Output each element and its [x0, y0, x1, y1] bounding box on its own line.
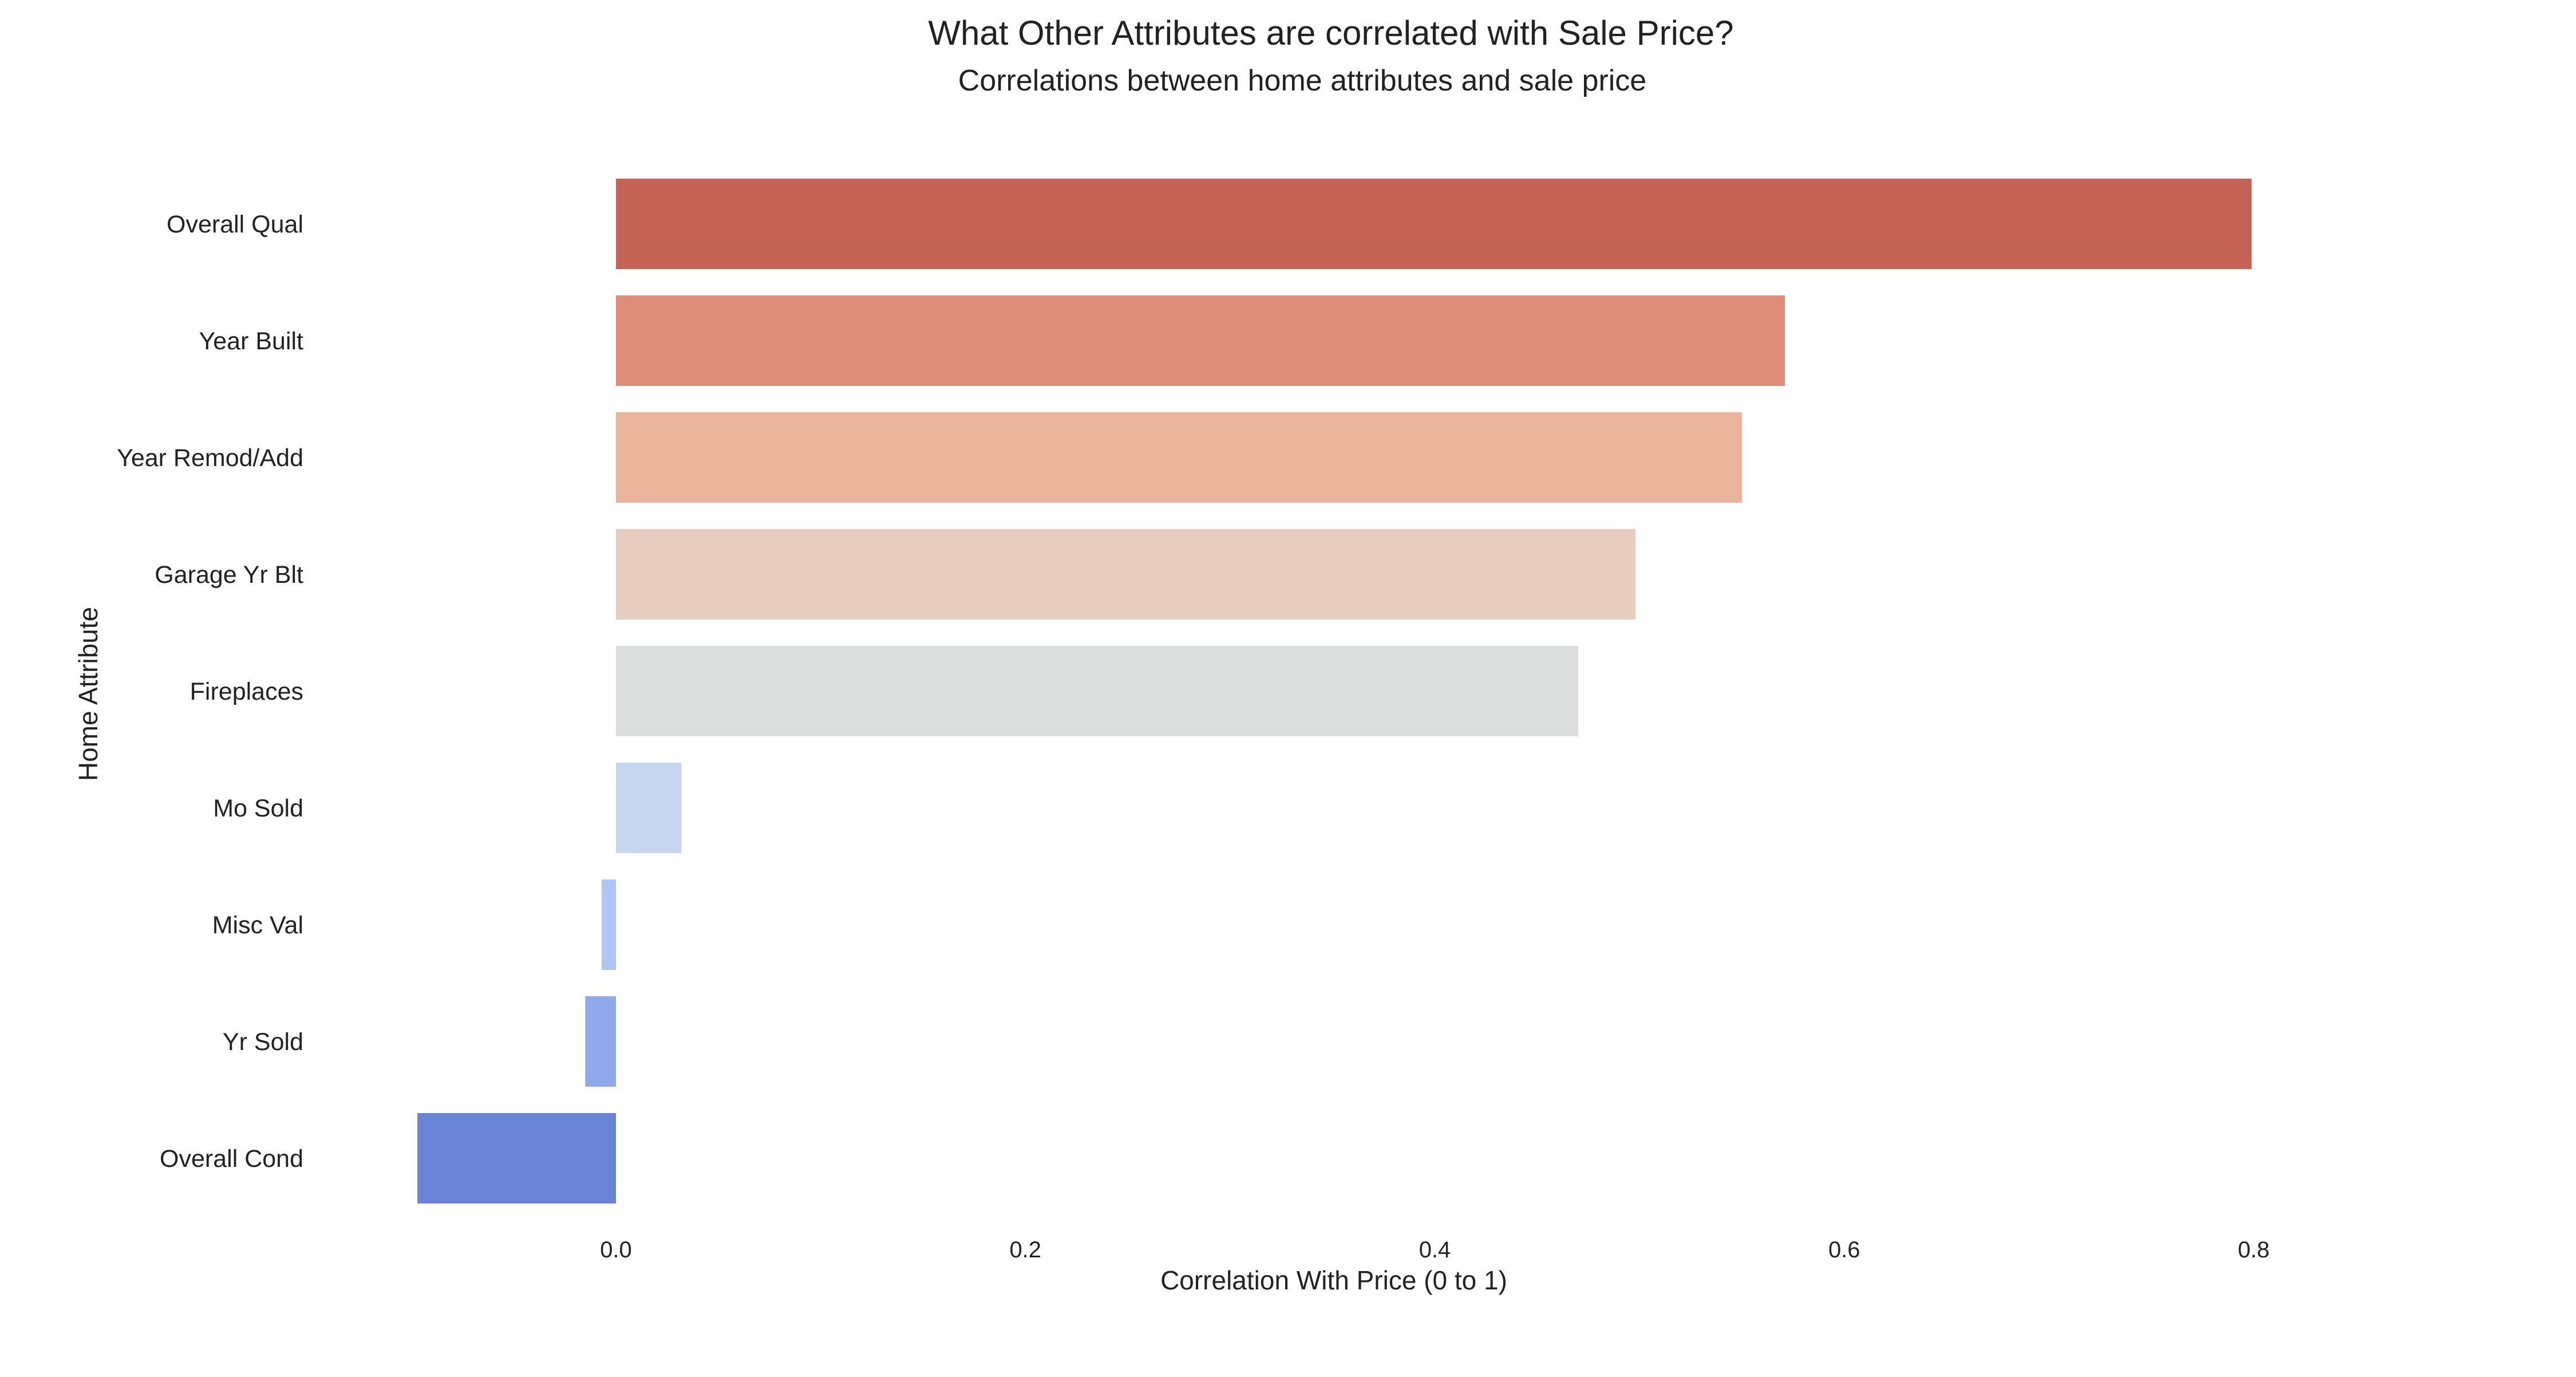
bar-year-built [616, 295, 1785, 386]
category-label: Overall Qual [167, 211, 303, 238]
bars-group [417, 179, 2252, 1204]
x-axis-label: Correlation With Price (0 to 1) [1160, 1265, 1507, 1295]
category-label: Garage Yr Blt [155, 561, 303, 589]
x-tick-label: 0.0 [600, 1237, 632, 1262]
x-tick-label: 0.4 [1419, 1237, 1451, 1262]
bar-year-remod-add [616, 412, 1742, 503]
bar-overall-qual [616, 179, 2252, 269]
bar-garage-yr-blt [616, 529, 1635, 620]
chart-title: What Other Attributes are correlated wit… [928, 14, 1733, 52]
x-tick-label: 0.8 [2238, 1237, 2270, 1262]
y-axis-label: Home Attribute [73, 607, 103, 781]
x-axis-ticks: 0.0 0.2 0.4 0.6 0.8 [600, 1237, 2270, 1262]
chart-subtitle: Correlations between home attributes and… [958, 64, 1646, 97]
category-label: Year Built [199, 328, 304, 355]
category-label: Misc Val [212, 912, 303, 939]
x-tick-label: 0.2 [1009, 1237, 1041, 1262]
bar-mo-sold [616, 763, 682, 853]
bar-fireplaces [616, 646, 1578, 736]
bar-yr-sold [585, 996, 616, 1087]
bar-misc-val [601, 879, 616, 970]
category-label: Fireplaces [190, 678, 303, 705]
category-label: Year Remod/Add [117, 444, 303, 472]
category-label: Overall Cond [160, 1145, 303, 1173]
category-labels: Overall Qual Year Built Year Remod/Add Gara… [117, 211, 303, 1173]
category-label: Yr Sold [223, 1028, 303, 1056]
category-label: Mo Sold [213, 795, 303, 822]
bar-overall-cond [417, 1113, 616, 1204]
x-tick-label: 0.6 [1828, 1237, 1860, 1262]
